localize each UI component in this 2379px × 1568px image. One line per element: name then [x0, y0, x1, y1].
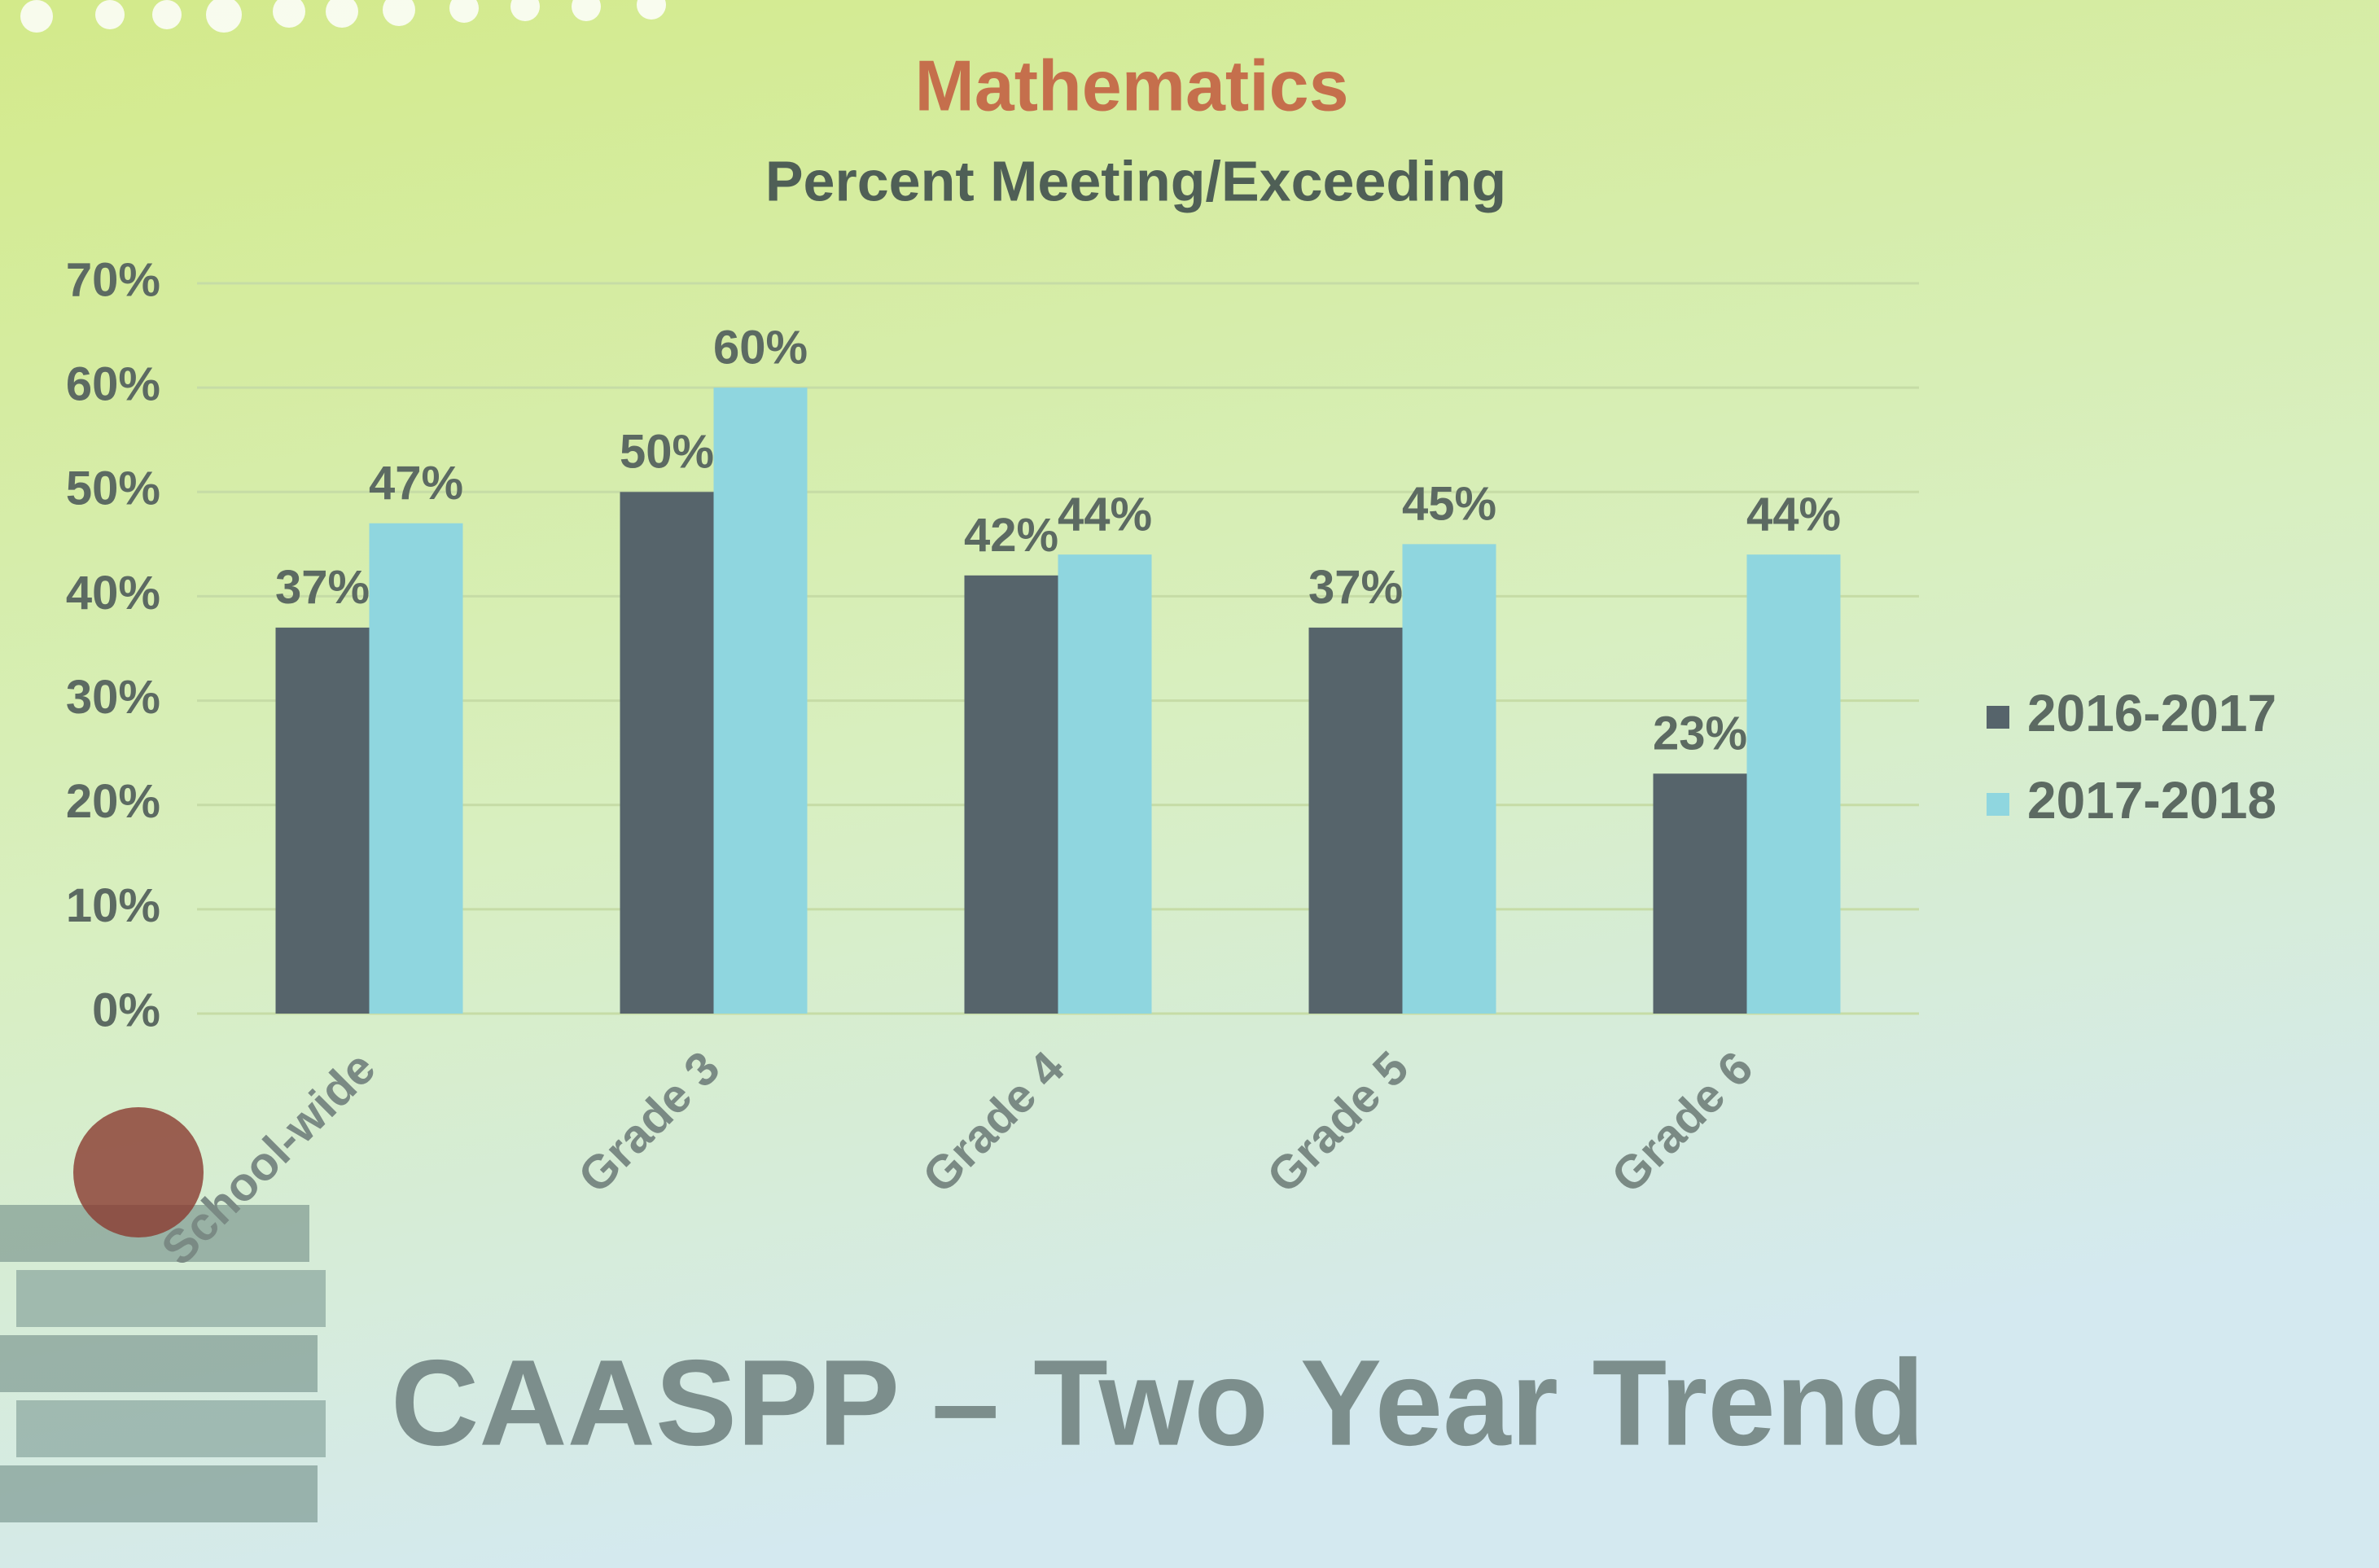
value-label: 37%: [275, 561, 370, 614]
value-label: 50%: [620, 426, 714, 479]
bar: [713, 388, 808, 1014]
y-tick-label: 0%: [92, 983, 160, 1036]
value-label: 23%: [1653, 707, 1747, 760]
bar: [369, 523, 463, 1014]
bar: [620, 492, 714, 1014]
value-label: 37%: [1308, 561, 1403, 614]
value-label: 44%: [1746, 488, 1841, 541]
bar: [1308, 627, 1403, 1014]
legend-label: 2016-2017: [2027, 684, 2276, 742]
bar: [1058, 554, 1152, 1014]
bar: [275, 627, 370, 1014]
y-tick-label: 60%: [66, 357, 160, 410]
value-label: 45%: [1402, 478, 1496, 531]
legend-swatch: [1987, 793, 2009, 816]
bar: [1402, 544, 1496, 1014]
chart-subtitle: Percent Meeting/Exceeding: [765, 149, 1506, 212]
bar: [1653, 773, 1747, 1014]
chart-title: Mathematics: [914, 45, 1348, 125]
y-tick-label: 70%: [66, 253, 160, 306]
decor-dots: [20, 0, 666, 33]
y-tick-label: 50%: [66, 462, 160, 515]
value-label: 42%: [964, 509, 1058, 562]
value-label: 60%: [713, 321, 808, 374]
y-tick-label: 10%: [66, 879, 160, 932]
value-label: 44%: [1058, 488, 1152, 541]
y-tick-label: 40%: [66, 567, 160, 620]
y-tick-label: 20%: [66, 775, 160, 828]
bar: [964, 575, 1058, 1014]
bar: [1746, 554, 1841, 1014]
books-decor: [0, 1107, 326, 1522]
value-label: 47%: [369, 457, 463, 510]
legend-swatch: [1987, 706, 2009, 729]
slide-heading: CAASPP – Two Year Trend: [391, 1334, 1925, 1471]
legend-label: 2017-2018: [2027, 771, 2276, 830]
y-tick-label: 30%: [66, 671, 160, 724]
